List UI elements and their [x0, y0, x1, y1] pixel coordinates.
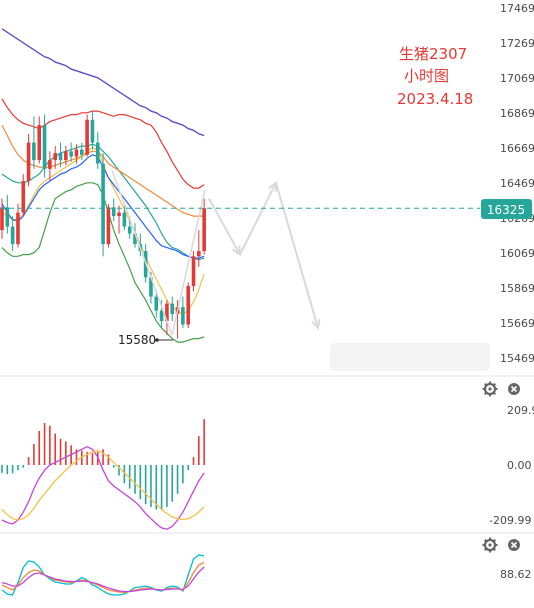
price-tick-label: 16669	[500, 142, 534, 155]
macd-close-icon[interactable]	[508, 383, 520, 395]
candle-body	[202, 208, 206, 252]
watermark-blur	[330, 343, 490, 371]
kdj-j-line	[1, 554, 205, 596]
candle-body	[197, 251, 201, 257]
macd-axis[interactable]: 209.99 0.00 -209.99	[489, 404, 534, 527]
chart-annotation: 生猪2307 小时图 2023.4.18	[397, 45, 473, 108]
candle-body	[74, 149, 79, 157]
candle-body	[154, 296, 159, 311]
macd-tick-label: 0.00	[507, 459, 532, 472]
bollinger-upper-line	[1, 98, 205, 189]
macd-tick-label: -209.99	[489, 514, 531, 527]
candle-body	[111, 207, 116, 217]
candle-body	[5, 207, 10, 227]
price-tick-label: 17069	[500, 72, 534, 85]
price-axis[interactable]: 1746917269170691686916669164691626916069…	[500, 2, 534, 365]
candle-body	[165, 303, 169, 322]
projection-arrow-head	[311, 319, 321, 331]
low-pointer-dot	[155, 338, 159, 342]
candle-body	[48, 160, 52, 169]
price-tick-label: 15469	[500, 352, 534, 365]
candlestick-series	[0, 111, 206, 339]
candle-body	[10, 226, 15, 245]
decline-guide-line	[111, 169, 173, 336]
rebound-guide-line	[171, 189, 206, 336]
price-tick-label: 16469	[500, 177, 534, 190]
candle-body	[26, 142, 31, 182]
kdj-tick-label: 88.62	[500, 568, 532, 581]
current-price-badge: 16325	[481, 199, 532, 219]
low-annotation: 15580	[118, 333, 173, 347]
macd-dea-line	[1, 449, 205, 521]
price-tick-label: 17269	[500, 37, 534, 50]
price-tick-label: 15869	[500, 282, 534, 295]
candle-body	[127, 226, 132, 234]
candle-body	[101, 163, 105, 245]
close-icon-cross	[510, 541, 518, 549]
candle-body	[85, 119, 89, 155]
candle-body	[181, 307, 185, 325]
ma-long-line	[1, 28, 205, 137]
macd-gear-icon[interactable]	[482, 381, 498, 397]
price-tick-label: 15669	[500, 317, 534, 330]
candle-body	[80, 149, 84, 155]
candle-body	[32, 142, 36, 161]
macd-dif-line	[1, 445, 205, 530]
kdj-k-line	[1, 561, 205, 594]
annotation-line-2: 小时图	[404, 67, 449, 85]
gear-icon-teeth	[482, 537, 498, 553]
annotation-line-3: 2023.4.18	[397, 90, 473, 108]
candle-body	[21, 181, 26, 213]
candle-body	[106, 207, 111, 245]
price-tick-label: 16869	[500, 107, 534, 120]
bollinger-mid-line	[1, 143, 205, 261]
kdj-close-icon[interactable]	[508, 539, 520, 551]
candle-body	[95, 142, 100, 164]
candle-body	[58, 153, 63, 161]
macd-tick-label: 209.99	[507, 404, 534, 417]
candle-body	[170, 303, 175, 315]
projection-arrow-segment	[208, 198, 241, 256]
low-label: 15580	[118, 333, 156, 347]
candle-body	[133, 233, 137, 245]
candle-body	[16, 212, 20, 245]
price-tick-label: 16069	[500, 247, 534, 260]
close-icon-cross	[510, 385, 518, 393]
kdj-gear-icon[interactable]	[482, 537, 498, 553]
projection-arrows	[111, 169, 321, 336]
projection-arrow-segment	[275, 182, 319, 329]
projection-arrow-segment	[239, 182, 277, 256]
kdj-lines	[1, 554, 205, 596]
price-badge-label: 16325	[487, 203, 525, 217]
kdj-axis[interactable]: 88.62	[500, 568, 532, 581]
candle-body	[117, 212, 121, 217]
price-tick-label: 17469	[500, 2, 534, 15]
candle-body	[64, 151, 68, 161]
candle-body	[90, 119, 95, 143]
kdj-d-line	[1, 566, 205, 593]
candle-body	[159, 310, 164, 322]
candle-body	[186, 286, 190, 325]
macd-histogram	[1, 419, 205, 510]
candle-body	[42, 125, 47, 169]
candle-body	[149, 277, 153, 297]
annotation-line-1: 生猪2307	[399, 45, 467, 63]
gear-icon-center	[488, 387, 492, 391]
macd-lines	[1, 445, 205, 530]
candle-body	[0, 207, 4, 231]
candle-body	[37, 125, 42, 161]
candle-body	[53, 153, 57, 161]
gear-icon-teeth	[482, 381, 498, 397]
gear-icon-center	[488, 543, 492, 547]
candle-body	[122, 212, 127, 227]
candle-body	[191, 256, 196, 287]
candle-body	[69, 151, 73, 157]
price-badge-background	[481, 199, 532, 219]
